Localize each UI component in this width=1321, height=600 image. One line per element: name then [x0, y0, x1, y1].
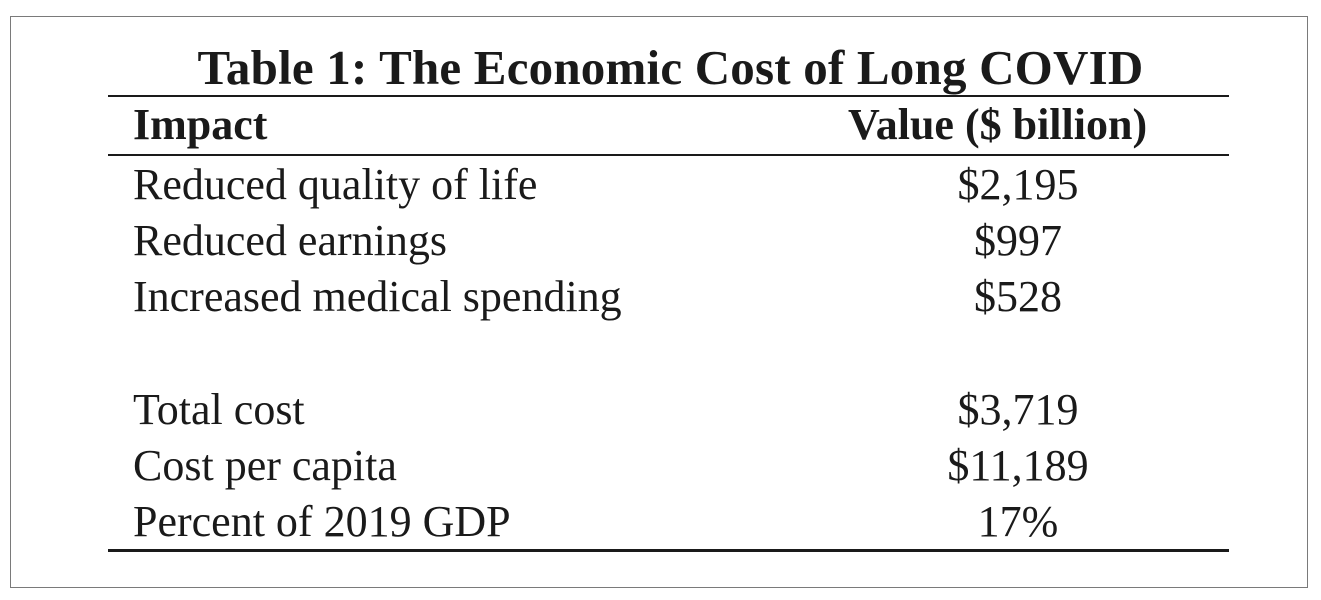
- top-rule: [108, 95, 1229, 97]
- row-value-earnings: $997: [974, 216, 1062, 265]
- row-value-cost-per-capita: $11,189: [947, 441, 1089, 490]
- table-frame: [10, 16, 1308, 588]
- row-value-medical-spending: $528: [974, 272, 1062, 321]
- row-impact-cost-per-capita: Cost per capita: [133, 441, 397, 490]
- table-title: Table 1: The Economic Cost of Long COVID: [197, 40, 1144, 95]
- row-impact-percent-gdp: Percent of 2019 GDP: [133, 497, 511, 546]
- row-value-percent-gdp: 17%: [977, 497, 1059, 546]
- row-impact-total-cost: Total cost: [133, 385, 305, 434]
- bottom-rule: [108, 549, 1229, 552]
- row-impact-earnings: Reduced earnings: [133, 216, 447, 265]
- row-value-total-cost: $3,719: [957, 385, 1079, 434]
- row-impact-quality-of-life: Reduced quality of life: [133, 160, 538, 209]
- header-value: Value ($ billion): [848, 100, 1148, 149]
- row-value-quality-of-life: $2,195: [957, 160, 1079, 209]
- row-impact-medical-spending: Increased medical spending: [133, 272, 622, 321]
- header-rule: [108, 154, 1229, 156]
- header-impact: Impact: [133, 100, 268, 149]
